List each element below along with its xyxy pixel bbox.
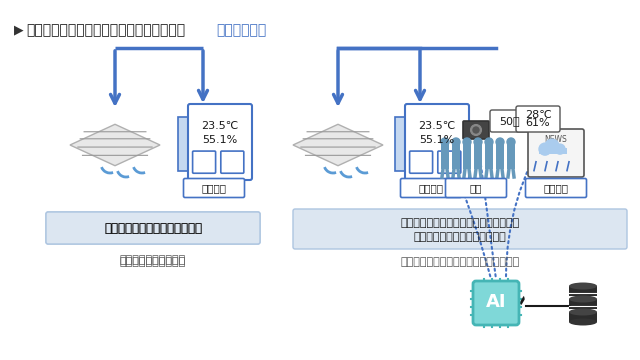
- Text: 23.5℃: 23.5℃: [202, 121, 239, 131]
- FancyBboxPatch shape: [525, 179, 586, 198]
- Circle shape: [555, 144, 565, 154]
- Text: 室温湿度条件のみで空調を制御: 室温湿度条件のみで空調を制御: [104, 221, 202, 234]
- Ellipse shape: [569, 319, 597, 325]
- Circle shape: [560, 292, 576, 308]
- FancyBboxPatch shape: [410, 151, 433, 173]
- FancyBboxPatch shape: [221, 151, 244, 173]
- Bar: [178, 117, 188, 171]
- Circle shape: [485, 138, 493, 146]
- Circle shape: [551, 284, 571, 304]
- Text: 室温湿度: 室温湿度: [419, 183, 444, 193]
- Text: 室温湿度条件のみで空調を制御: 室温湿度条件のみで空調を制御: [104, 221, 202, 234]
- FancyBboxPatch shape: [293, 209, 627, 249]
- Bar: [569, 312, 597, 322]
- Bar: [569, 299, 597, 309]
- Polygon shape: [70, 124, 160, 166]
- FancyBboxPatch shape: [490, 110, 530, 132]
- Ellipse shape: [569, 296, 597, 302]
- Circle shape: [463, 138, 471, 146]
- Text: 23.5℃: 23.5℃: [419, 121, 456, 131]
- Circle shape: [525, 285, 547, 307]
- Ellipse shape: [569, 283, 597, 289]
- FancyBboxPatch shape: [401, 179, 461, 198]
- Circle shape: [470, 125, 481, 135]
- Text: 28℃: 28℃: [525, 110, 552, 120]
- Text: 人流: 人流: [470, 183, 483, 193]
- Text: ＜屋内環境予測に基づく空調最適制御＞: ＜屋内環境予測に基づく空調最適制御＞: [401, 257, 520, 267]
- Text: ＜一般的な空調制御＞: ＜一般的な空調制御＞: [120, 257, 186, 267]
- Text: ＜一般的な空調制御＞: ＜一般的な空調制御＞: [120, 255, 186, 265]
- Circle shape: [539, 143, 551, 155]
- FancyBboxPatch shape: [528, 129, 584, 177]
- FancyBboxPatch shape: [405, 104, 469, 180]
- FancyBboxPatch shape: [46, 212, 260, 244]
- FancyBboxPatch shape: [473, 281, 519, 325]
- Ellipse shape: [569, 309, 597, 315]
- Circle shape: [507, 138, 515, 146]
- Bar: [569, 286, 597, 296]
- FancyBboxPatch shape: [438, 151, 461, 173]
- Bar: [539, 148, 567, 154]
- Text: 50名: 50名: [500, 116, 520, 126]
- Circle shape: [545, 139, 559, 153]
- FancyBboxPatch shape: [463, 121, 489, 139]
- Circle shape: [535, 277, 561, 303]
- Text: 室温湿度条件＋人流情報＋外気温・湿度: 室温湿度条件＋人流情報＋外気温・湿度: [401, 217, 520, 228]
- Text: 61%: 61%: [525, 118, 550, 129]
- Circle shape: [441, 138, 449, 146]
- Circle shape: [474, 138, 482, 146]
- Bar: [395, 117, 405, 171]
- FancyBboxPatch shape: [516, 106, 560, 132]
- FancyBboxPatch shape: [188, 104, 252, 180]
- Circle shape: [496, 138, 504, 146]
- Bar: [463, 142, 471, 169]
- Bar: [485, 142, 493, 169]
- FancyBboxPatch shape: [184, 179, 244, 198]
- Text: 室温湿度: 室温湿度: [202, 183, 227, 193]
- Text: ▶: ▶: [14, 23, 24, 36]
- Bar: [452, 142, 460, 169]
- Text: AI: AI: [486, 293, 506, 311]
- Text: 一般的な空調制御と屋内環境予測に基づく: 一般的な空調制御と屋内環境予測に基づく: [26, 23, 185, 37]
- Bar: [507, 142, 515, 169]
- Bar: [474, 142, 482, 169]
- Bar: [496, 142, 504, 169]
- Circle shape: [452, 138, 460, 146]
- Text: 予測情報により空調を最適制御: 予測情報により空調を最適制御: [413, 232, 506, 242]
- Text: 55.1%: 55.1%: [419, 135, 454, 145]
- Polygon shape: [293, 124, 383, 166]
- Text: 気象予報: 気象予報: [543, 183, 568, 193]
- FancyBboxPatch shape: [193, 151, 216, 173]
- Text: 55.1%: 55.1%: [202, 135, 237, 145]
- FancyBboxPatch shape: [46, 212, 260, 244]
- Bar: [526, 294, 570, 306]
- Text: 空調最適制御: 空調最適制御: [216, 23, 266, 37]
- Bar: [441, 142, 449, 169]
- Text: NEWS: NEWS: [545, 135, 568, 144]
- FancyBboxPatch shape: [445, 179, 506, 198]
- Circle shape: [473, 127, 479, 133]
